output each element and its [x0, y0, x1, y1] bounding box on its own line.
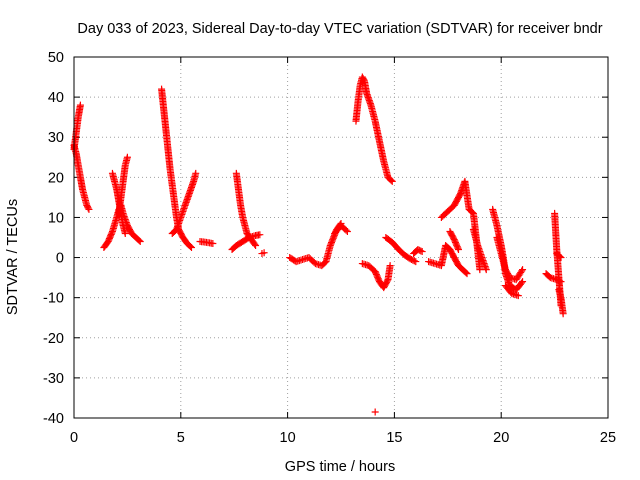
chart-title: Day 033 of 2023, Sidereal Day-to-day VTE…	[77, 21, 602, 37]
data-point	[557, 254, 565, 262]
series-arc-18	[410, 246, 426, 258]
series-arc-22	[469, 225, 490, 274]
x-tick-label: 10	[280, 430, 296, 446]
series-arc-23	[489, 205, 527, 294]
data-point	[251, 240, 259, 248]
series-arc-17	[382, 234, 420, 266]
x-tick-labels: 0 5 10 15 20 25	[70, 430, 616, 446]
data-point	[76, 101, 84, 109]
data-point	[192, 169, 200, 177]
data-point	[556, 253, 564, 261]
data-point	[108, 229, 116, 237]
data-point	[462, 269, 470, 277]
data-point	[187, 244, 195, 252]
data-point	[519, 278, 527, 286]
data-point	[386, 262, 394, 270]
data-point	[121, 229, 129, 237]
series-arc-28	[555, 286, 567, 318]
series-arc-20	[437, 177, 484, 274]
series-arc-24	[493, 234, 527, 284]
series-arc-7	[168, 169, 200, 237]
series-arc-5	[115, 153, 131, 217]
data-point	[412, 258, 420, 266]
data-point	[454, 244, 462, 252]
series-arc-19	[425, 242, 471, 278]
x-tick-label: 15	[386, 430, 402, 446]
x-tick-label: 5	[177, 430, 185, 446]
series-arc-14	[352, 73, 396, 185]
y-tick-label: -40	[43, 411, 64, 427]
axis-ticks	[73, 56, 609, 419]
data-point	[135, 237, 143, 245]
data-point	[252, 242, 260, 250]
data-point	[559, 310, 567, 318]
y-tick-label: -10	[43, 291, 64, 307]
data-point	[371, 408, 379, 416]
series-arc-16	[371, 408, 379, 416]
series-arc-13	[331, 221, 351, 237]
data-point	[123, 153, 131, 161]
data-point	[342, 226, 350, 234]
plot-frame	[73, 56, 609, 419]
data-point	[84, 204, 92, 212]
series-arc-8	[196, 238, 217, 248]
data-point	[186, 243, 194, 251]
series-arc-10	[232, 169, 260, 250]
data-points	[70, 73, 567, 416]
series-arc-12	[286, 219, 345, 270]
data-point	[85, 205, 93, 213]
y-tick-label: -20	[43, 331, 64, 347]
data-point	[517, 279, 525, 287]
x-tick-label: 0	[70, 430, 78, 446]
data-point	[387, 176, 395, 184]
y-tick-label: 0	[56, 251, 64, 267]
data-point	[136, 238, 144, 246]
y-tick-label: 50	[48, 50, 64, 66]
x-tick-label: 25	[600, 430, 616, 446]
y-tick-label: 40	[48, 90, 64, 106]
y-tick-label: 10	[48, 210, 64, 226]
data-point	[454, 246, 462, 254]
series-arc-21	[446, 227, 462, 254]
data-point	[519, 266, 527, 274]
y-tick-labels: -40 -30 -20 -10 0 10 20 30 40 50	[43, 50, 64, 427]
data-point	[410, 257, 418, 265]
x-tick-label: 20	[493, 430, 509, 446]
series-arc-15	[358, 260, 394, 292]
x-axis-label: GPS time / hours	[285, 459, 395, 475]
data-point	[476, 266, 484, 274]
data-point	[256, 231, 264, 239]
data-point	[417, 247, 425, 255]
data-point	[418, 248, 426, 256]
data-point	[388, 177, 396, 185]
series-arc-29	[553, 250, 565, 262]
data-point	[518, 267, 526, 275]
data-point	[482, 266, 490, 274]
y-tick-label: 30	[48, 130, 64, 146]
series-arc-25	[501, 282, 522, 300]
data-point	[343, 227, 351, 235]
data-point	[260, 249, 268, 257]
y-tick-label: 20	[48, 170, 64, 186]
grid	[74, 57, 608, 418]
y-tick-label: -30	[43, 371, 64, 387]
series-arc-11	[258, 249, 268, 258]
data-point	[209, 240, 217, 248]
data-point	[514, 292, 522, 300]
y-axis-label: SDTVAR / TECUs	[5, 199, 21, 315]
data-point	[463, 270, 471, 278]
